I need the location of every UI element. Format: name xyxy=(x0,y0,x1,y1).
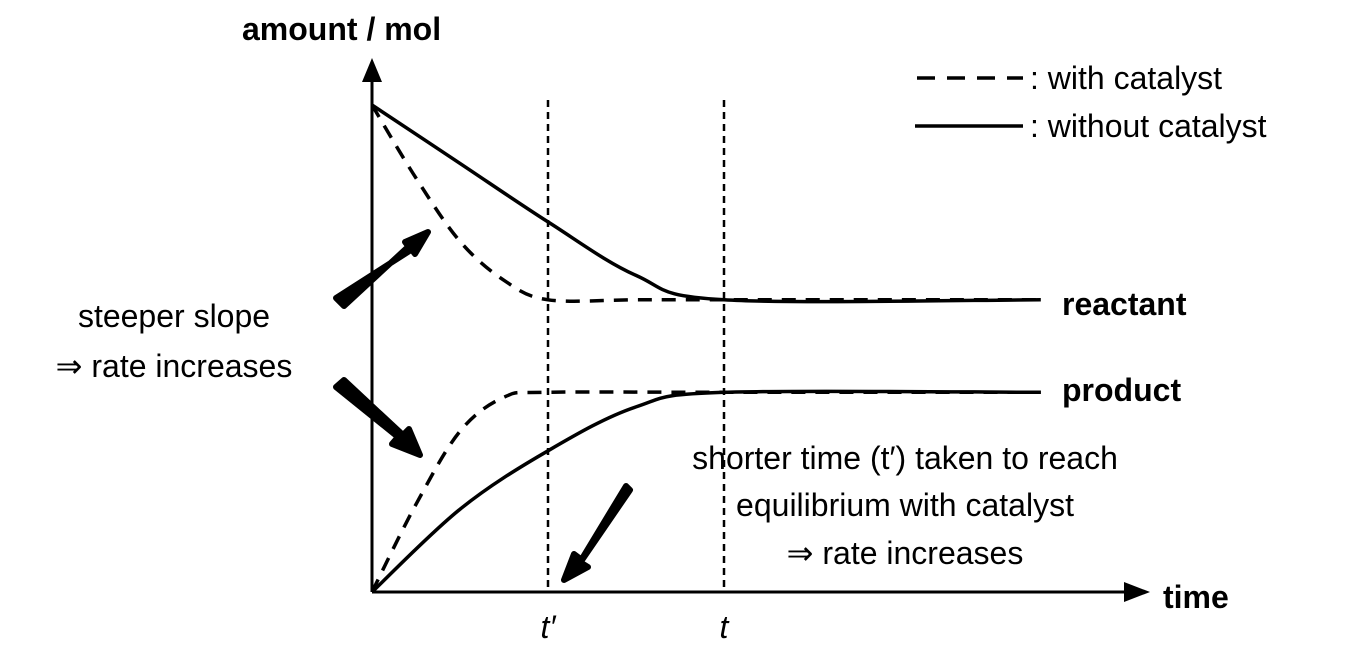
annotation-steeper-slope: steeper slope ⇒ rate increases xyxy=(56,229,431,458)
series-label-reactant: reactant xyxy=(1062,286,1187,322)
annotation-shorter-time: shorter time (t′) taken to reach equilib… xyxy=(561,440,1118,583)
series-group xyxy=(370,103,1041,594)
arrow-up-icon xyxy=(333,229,431,309)
legend-label-without-catalyst: : without catalyst xyxy=(1030,108,1267,144)
legend-label-with-catalyst: : with catalyst xyxy=(1030,60,1222,96)
arrow-diagonal-icon xyxy=(561,483,633,583)
x-tick-label-t: t xyxy=(720,609,730,645)
x-axis-label: time xyxy=(1163,579,1229,615)
x-axis-arrowhead xyxy=(1124,582,1150,602)
arrow-down-icon xyxy=(333,377,423,458)
annotation-time-line1: shorter time (t′) taken to reach xyxy=(692,440,1118,476)
reference-lines: t′ t xyxy=(541,100,730,645)
series-line-reactant-dashed xyxy=(370,104,1041,303)
series-line-product-solid xyxy=(370,389,1041,594)
annotation-slope-line2: ⇒ rate increases xyxy=(56,348,293,384)
annotation-time-line3: ⇒ rate increases xyxy=(787,535,1024,571)
annotation-slope-line1: steeper slope xyxy=(78,298,270,334)
x-tick-label-t-prime: t′ xyxy=(541,609,557,645)
y-axis-label: amount / mol xyxy=(242,11,441,47)
series-line-reactant-solid xyxy=(371,103,1041,304)
series-label-product: product xyxy=(1062,372,1181,408)
legend: : with catalyst : without catalyst xyxy=(915,60,1267,144)
annotation-time-line2: equilibrium with catalyst xyxy=(736,487,1074,523)
y-axis-arrowhead xyxy=(362,58,382,82)
